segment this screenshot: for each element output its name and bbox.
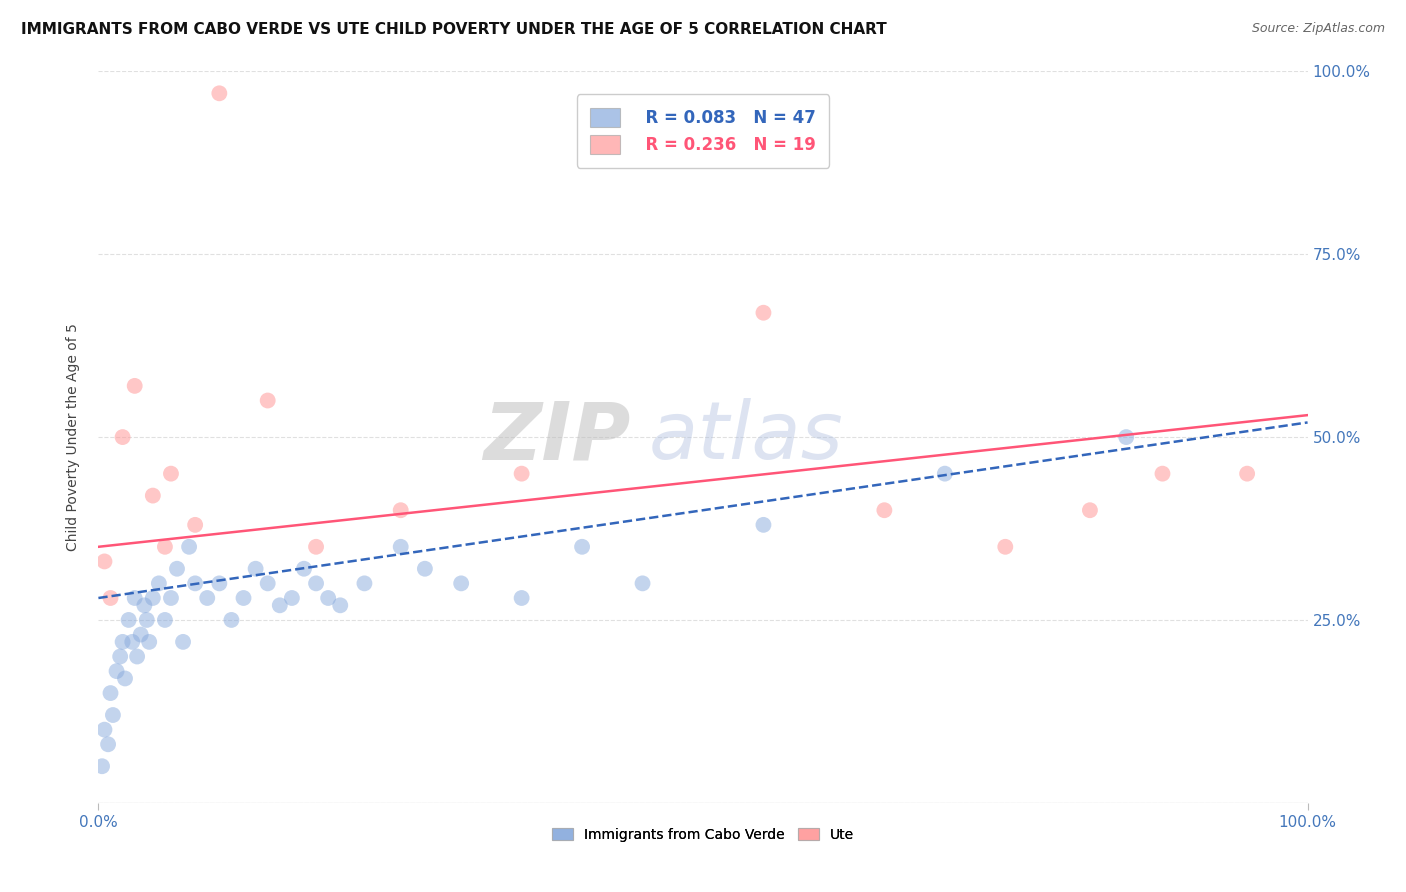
Point xyxy=(245,562,267,576)
Text: Source: ZipAtlas.com: Source: ZipAtlas.com xyxy=(1251,22,1385,36)
Point xyxy=(184,517,207,532)
Point xyxy=(114,672,136,686)
Point xyxy=(571,540,593,554)
Point xyxy=(208,87,231,101)
Point xyxy=(389,503,412,517)
Point xyxy=(195,591,218,605)
Point xyxy=(752,306,775,320)
Point xyxy=(752,517,775,532)
Point xyxy=(111,635,134,649)
Point xyxy=(1152,467,1174,481)
Point xyxy=(510,467,533,481)
Point xyxy=(221,613,243,627)
Point xyxy=(93,723,115,737)
Point xyxy=(135,613,157,627)
Point xyxy=(97,737,120,751)
Point xyxy=(450,576,472,591)
Point xyxy=(1236,467,1258,481)
Point xyxy=(269,599,291,613)
Point xyxy=(100,686,122,700)
Point xyxy=(134,599,156,613)
Point xyxy=(160,591,183,605)
Point xyxy=(256,576,278,591)
Point xyxy=(994,540,1017,554)
Point xyxy=(124,591,146,605)
Point xyxy=(292,562,315,576)
Point xyxy=(111,430,134,444)
Point xyxy=(93,554,115,568)
Legend: Immigrants from Cabo Verde, Ute: Immigrants from Cabo Verde, Ute xyxy=(546,822,860,847)
Point xyxy=(129,627,152,641)
Point xyxy=(184,576,207,591)
Point xyxy=(100,591,122,605)
Point xyxy=(353,576,375,591)
Point xyxy=(138,635,160,649)
Point xyxy=(148,576,170,591)
Point xyxy=(232,591,254,605)
Point xyxy=(256,393,278,408)
Point xyxy=(873,503,896,517)
Point xyxy=(305,576,328,591)
Point xyxy=(127,649,149,664)
Point xyxy=(208,576,231,591)
Point xyxy=(153,540,176,554)
Point xyxy=(934,467,956,481)
Point xyxy=(142,489,165,503)
Point xyxy=(1115,430,1137,444)
Point xyxy=(121,635,143,649)
Point xyxy=(105,664,128,678)
Point xyxy=(413,562,436,576)
Point xyxy=(142,591,165,605)
Point xyxy=(124,379,146,393)
Point xyxy=(316,591,339,605)
Point xyxy=(281,591,304,605)
Text: atlas: atlas xyxy=(648,398,844,476)
Text: IMMIGRANTS FROM CABO VERDE VS UTE CHILD POVERTY UNDER THE AGE OF 5 CORRELATION C: IMMIGRANTS FROM CABO VERDE VS UTE CHILD … xyxy=(21,22,887,37)
Point xyxy=(172,635,194,649)
Point xyxy=(1078,503,1101,517)
Point xyxy=(389,540,412,554)
Point xyxy=(305,540,328,554)
Point xyxy=(329,599,352,613)
Point xyxy=(108,649,131,664)
Point xyxy=(166,562,188,576)
Point xyxy=(179,540,201,554)
Point xyxy=(160,467,183,481)
Point xyxy=(118,613,141,627)
Point xyxy=(510,591,533,605)
Point xyxy=(101,708,124,723)
Text: ZIP: ZIP xyxy=(484,398,630,476)
Point xyxy=(91,759,114,773)
Point xyxy=(631,576,654,591)
Y-axis label: Child Poverty Under the Age of 5: Child Poverty Under the Age of 5 xyxy=(66,323,80,551)
Point xyxy=(153,613,176,627)
